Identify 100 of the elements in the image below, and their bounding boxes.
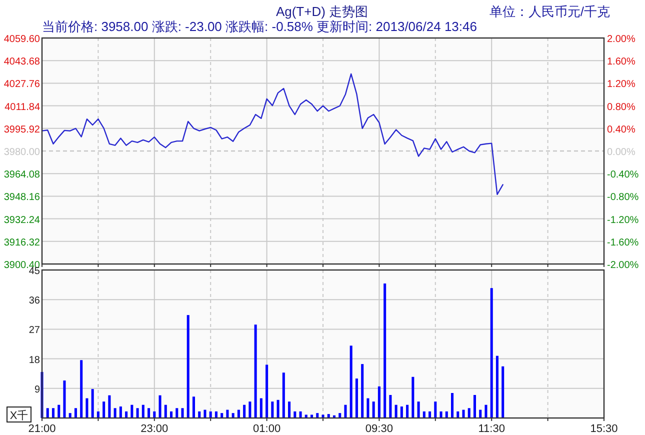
bar	[142, 404, 144, 418]
y-tick-label: 3980.00	[4, 147, 40, 158]
bar	[68, 413, 72, 418]
y-tick-label: 36	[28, 296, 40, 307]
bar	[266, 364, 268, 418]
y2-tick-label: 0.00%	[607, 147, 636, 158]
bar	[186, 315, 190, 418]
bar	[372, 402, 375, 418]
x-tick-label: 09:30	[365, 423, 393, 435]
bar	[260, 398, 262, 418]
y-tick-label: 3932.24	[4, 214, 40, 226]
bar	[344, 404, 347, 418]
bar	[479, 410, 482, 418]
bar	[114, 408, 116, 418]
y-tick-label: 4059.60	[4, 34, 40, 45]
line-series	[41, 73, 504, 196]
bar	[434, 402, 437, 418]
bar	[125, 411, 128, 418]
y2-tick-label: -1.60%	[607, 237, 639, 248]
bar	[86, 398, 88, 418]
bar	[338, 413, 342, 418]
bar	[304, 414, 308, 418]
bar	[450, 393, 454, 418]
bar	[322, 414, 324, 418]
bar	[158, 395, 162, 418]
bar	[366, 398, 370, 418]
bar	[288, 402, 291, 418]
bar	[220, 413, 224, 418]
text: 单位：人民币元/千克	[489, 4, 610, 19]
bar	[310, 414, 314, 418]
bar	[412, 376, 414, 418]
x-tick-label: 15:30	[590, 423, 618, 435]
bar	[243, 404, 246, 418]
bar	[164, 404, 167, 418]
bar	[496, 356, 498, 418]
bar	[422, 411, 426, 418]
chart-subtitle: 当前价格: 3958.00 涨跌: -23.00 涨跌幅: -0.58% 更新时间: 2013/06/24 13:46	[42, 19, 477, 34]
bar	[490, 288, 493, 418]
bar	[316, 413, 319, 418]
bar	[484, 404, 488, 418]
bar	[389, 394, 392, 418]
y2-tick-label: -0.80%	[607, 192, 639, 204]
y2-tick-label: -2.00%	[607, 260, 639, 271]
y-tick-label: 3995.92	[4, 124, 40, 136]
bar	[282, 372, 285, 418]
y-tick-label: 3964.08	[4, 170, 40, 181]
x-tick-label: 23:00	[140, 423, 168, 435]
bar	[192, 396, 196, 418]
bar	[248, 402, 252, 418]
bar	[378, 386, 380, 418]
bar	[299, 411, 302, 418]
bar	[406, 404, 409, 418]
bar	[400, 406, 403, 418]
bar	[176, 408, 178, 418]
bar	[58, 404, 60, 418]
x-tick-label: 11:30	[478, 423, 505, 435]
bar	[80, 360, 83, 418]
y2-tick-label: 1.60%	[607, 56, 636, 68]
y-tick-label: 4011.84	[4, 102, 40, 113]
x-tick-label: 21:00	[28, 423, 56, 435]
bar	[394, 404, 398, 418]
bar	[136, 408, 139, 418]
bar	[456, 411, 460, 418]
y-tick-label: 4027.76	[4, 79, 40, 90]
bar	[102, 402, 106, 418]
bar	[271, 402, 274, 418]
y2-tick-label: -1.20%	[607, 214, 639, 226]
bar	[355, 378, 358, 418]
bar	[214, 411, 218, 418]
bar	[198, 411, 201, 418]
bar	[502, 366, 504, 418]
bar	[473, 394, 476, 418]
bar	[276, 400, 280, 418]
bar	[204, 410, 206, 418]
bar	[170, 411, 173, 418]
bar	[468, 408, 470, 418]
bar	[52, 408, 55, 418]
y-tick-label: 18	[28, 354, 40, 366]
y2-tick-label: 0.80%	[607, 102, 636, 113]
bar	[254, 324, 257, 418]
y2-tick-label: 1.20%	[607, 79, 636, 90]
y-tick-label: 27	[28, 325, 40, 336]
y2-tick-label: -0.40%	[607, 170, 639, 181]
bar	[181, 408, 184, 418]
bar	[384, 283, 386, 418]
bar	[119, 406, 122, 418]
bar	[74, 408, 77, 418]
bar	[462, 410, 465, 418]
y2-tick-label: 2.00%	[607, 34, 636, 45]
y-tick-label: 4043.68	[4, 56, 40, 68]
bar	[445, 411, 448, 418]
bar	[294, 411, 296, 418]
bar	[46, 408, 49, 418]
y-axis-title: X千	[10, 409, 28, 422]
bar	[237, 410, 240, 418]
bar	[108, 395, 111, 418]
x-tick-label: 01:00	[253, 423, 281, 435]
bar	[232, 413, 234, 418]
bar	[153, 411, 156, 418]
y-tick-label: 3948.16	[4, 192, 40, 204]
